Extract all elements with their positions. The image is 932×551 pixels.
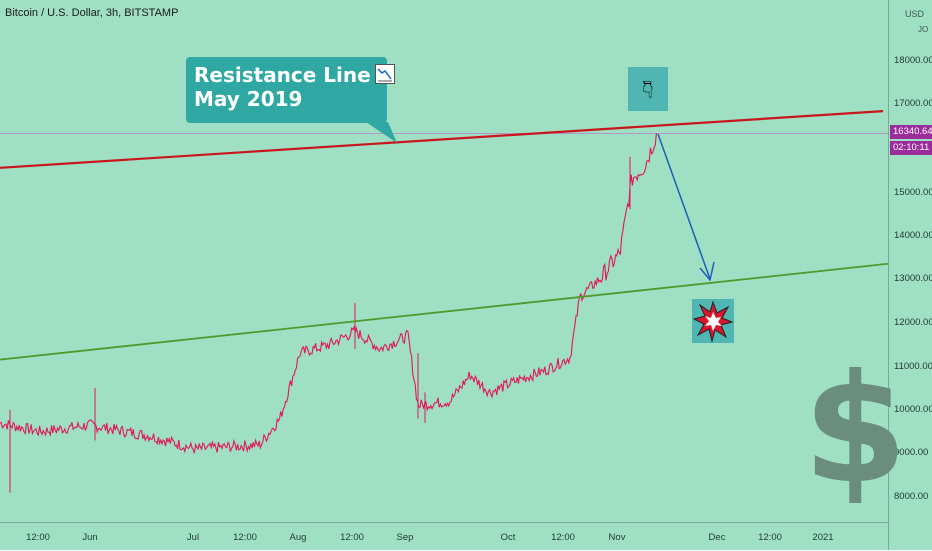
x-tick-label: 12:00 — [233, 532, 257, 543]
x-tick-label: 12:00 — [340, 532, 364, 543]
resistance-callout[interactable]: Resistance Line May 2019 — [186, 57, 395, 123]
x-tick-label: Dec — [708, 532, 726, 543]
x-tick-label: Jun — [82, 532, 98, 543]
y-tick-label: 8000.00 — [894, 491, 929, 502]
chart-title: Bitcoin / U.S. Dollar, 3h, BITSTAMP — [5, 7, 179, 19]
y-tick-label: 9000.00 — [894, 447, 929, 458]
projection-arrow — [657, 133, 711, 280]
callout-line1: Resistance Line — [194, 63, 371, 87]
x-tick-label: 12:00 — [758, 532, 782, 543]
x-tick-label: Nov — [608, 532, 626, 543]
price-axis[interactable] — [888, 0, 932, 550]
pointing-down-hand-icon: 👇︎ — [628, 67, 668, 111]
y-tick-label: 13000.00 — [894, 273, 932, 284]
currency-label: USD — [905, 9, 925, 19]
callout-pointer — [366, 122, 397, 143]
projection-arrowhead — [699, 261, 715, 282]
x-tick-label: 2021 — [812, 532, 834, 543]
y-tick-label: 14000.00 — [894, 230, 932, 241]
currency-sub-label: JO — [918, 25, 929, 34]
callout-line2: May 2019 — [194, 87, 303, 111]
resistance-line — [0, 110, 884, 169]
x-tick-label: Aug — [289, 532, 307, 543]
x-tick-label: 12:00 — [551, 532, 575, 543]
y-tick-label: 11000.00 — [894, 361, 932, 372]
plot-area — [0, 110, 888, 493]
x-tick-label: 12:00 — [26, 532, 50, 543]
price-series-line — [0, 133, 657, 454]
x-tick-label: Jul — [186, 532, 200, 543]
chart-decreasing-icon — [374, 64, 395, 84]
y-tick-label: 15000.00 — [894, 187, 932, 198]
last-price-tag: 16340.64 — [890, 125, 932, 139]
time-axis[interactable] — [0, 522, 888, 551]
y-tick-label: 17000.00 — [894, 98, 932, 109]
countdown-tag: 02:10:11 — [890, 141, 932, 155]
x-tick-label: Sep — [396, 532, 414, 543]
dollar-sign: $ — [803, 343, 908, 517]
y-tick-label: 18000.00 — [894, 55, 932, 66]
x-tick-label: Oct — [500, 532, 516, 543]
y-tick-label: 12000.00 — [894, 317, 932, 328]
support-line — [0, 262, 888, 361]
collision-icon — [692, 299, 734, 343]
y-tick-label: 10000.00 — [894, 404, 932, 415]
